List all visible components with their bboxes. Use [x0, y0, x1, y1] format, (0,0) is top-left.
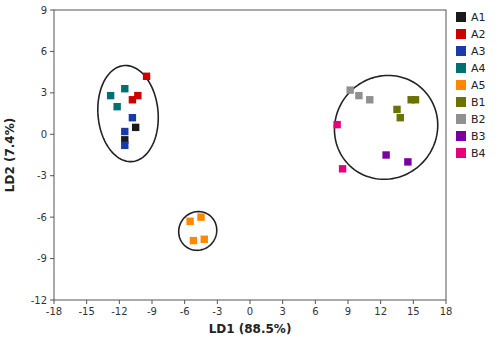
- point: [397, 114, 404, 121]
- legend-label: B1: [471, 96, 486, 109]
- point: [382, 151, 389, 158]
- point: [393, 106, 400, 113]
- point: [113, 103, 120, 110]
- legend-swatch: [456, 46, 466, 56]
- point: [107, 92, 114, 99]
- x-tick-label: -15: [78, 306, 94, 317]
- x-tick-label: 15: [407, 306, 420, 317]
- point: [190, 237, 197, 244]
- chart: -18 -15 -12 -9 -6 -3 0 3 6 9 12 15 18 -12 -9 -6 -3 0 3 6 9 LD…: [0, 0, 500, 343]
- x-axis-label: LD1 (88.5%): [209, 322, 292, 336]
- x-tick-label: 0: [247, 306, 253, 317]
- point: [129, 114, 136, 121]
- x-tick: [86, 300, 87, 304]
- y-tick: [50, 10, 54, 11]
- x-tick-label: -9: [147, 306, 157, 317]
- x-tick-label: 18: [440, 306, 453, 317]
- legend-label: A5: [471, 79, 486, 92]
- legend-swatch: [456, 131, 466, 141]
- point: [412, 96, 419, 103]
- legend-label: A3: [471, 45, 486, 58]
- x-tick: [446, 300, 447, 304]
- x-tick: [54, 300, 55, 304]
- legend-label: A2: [471, 28, 486, 41]
- legend-swatch: [456, 114, 466, 124]
- ellipse: [334, 75, 437, 179]
- y-tick-label: -12: [31, 295, 47, 306]
- x-tick-label: -3: [212, 306, 222, 317]
- legend-label: B3: [471, 130, 486, 143]
- legend-swatch: [456, 80, 466, 90]
- point: [333, 121, 340, 128]
- legend-swatch: [456, 97, 466, 107]
- x-tick: [217, 300, 218, 304]
- x-tick: [380, 300, 381, 304]
- plot-area: [98, 66, 438, 251]
- legend-label: B2: [471, 113, 486, 126]
- point: [132, 124, 139, 131]
- y-tick: [50, 258, 54, 259]
- point: [355, 92, 362, 99]
- x-tick-label: -18: [46, 306, 62, 317]
- point: [121, 128, 128, 135]
- ellipse: [98, 66, 158, 162]
- y-tick-label: -6: [37, 212, 47, 223]
- y-tick: [50, 175, 54, 176]
- y-tick: [50, 300, 54, 301]
- x-tick: [348, 300, 349, 304]
- point: [143, 73, 150, 80]
- legend: A1 A2 A3 A4 A5 B1 B2 B3 B4: [456, 11, 486, 160]
- x-tick: [184, 300, 185, 304]
- ellipse: [179, 212, 217, 251]
- x-tick: [282, 300, 283, 304]
- point: [366, 96, 373, 103]
- legend-label: A4: [471, 62, 486, 75]
- point: [121, 142, 128, 149]
- y-tick-label: 9: [41, 5, 47, 16]
- legend-swatch: [456, 29, 466, 39]
- y-tick-label: 6: [41, 46, 47, 57]
- y-tick: [50, 134, 54, 135]
- x-tick: [119, 300, 120, 304]
- y-tick-label: 3: [41, 87, 47, 98]
- x-tick: [315, 300, 316, 304]
- point: [339, 165, 346, 172]
- x-tick-label: 12: [374, 306, 387, 317]
- legend-swatch: [456, 12, 466, 22]
- y-tick-label: -9: [37, 253, 47, 264]
- point: [197, 213, 204, 220]
- point: [121, 85, 128, 92]
- point: [346, 86, 353, 93]
- x-tick-label: 9: [345, 306, 351, 317]
- y-axis-label: LD2 (7.4%): [3, 118, 17, 192]
- x-tick-label: 3: [279, 306, 285, 317]
- legend-label: A1: [471, 11, 486, 24]
- plot-frame: [54, 10, 446, 300]
- point: [129, 96, 136, 103]
- x-tick: [152, 300, 153, 304]
- x-tick: [250, 300, 251, 304]
- y-tick: [50, 92, 54, 93]
- y-tick-label: -3: [37, 170, 47, 181]
- legend-swatch: [456, 148, 466, 158]
- y-tick: [50, 51, 54, 52]
- x-tick: [413, 300, 414, 304]
- legend-swatch: [456, 63, 466, 73]
- x-tick-label: -12: [111, 306, 127, 317]
- y-tick: [50, 217, 54, 218]
- point: [404, 158, 411, 165]
- legend-label: B4: [471, 147, 486, 160]
- y-tick-label: 0: [41, 129, 47, 140]
- x-tick-label: -6: [180, 306, 190, 317]
- point: [201, 236, 208, 243]
- point: [186, 218, 193, 225]
- x-tick-label: 6: [312, 306, 318, 317]
